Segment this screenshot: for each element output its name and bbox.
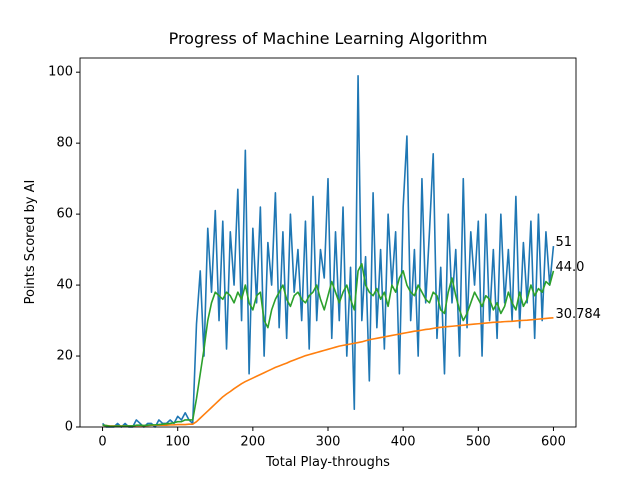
y-tick-label: 60: [56, 207, 73, 222]
chart-title: Progress of Machine Learning Algorithm: [169, 29, 488, 48]
y-tick-label: 40: [56, 278, 73, 293]
x-tick-label: 600: [541, 435, 566, 450]
x-tick-label: 100: [165, 435, 190, 450]
end-label: 30.784: [555, 307, 601, 322]
x-axis-label: Total Play-throughs: [265, 455, 390, 470]
series-line: [101, 74, 555, 428]
x-tick-label: 500: [466, 435, 491, 450]
y-axis-label: Points Scored by AI: [23, 180, 38, 305]
series-line: [102, 262, 555, 428]
y-tick-label: 80: [56, 136, 73, 151]
y-tick-label: 0: [65, 420, 73, 435]
series-line: [102, 316, 554, 427]
x-tick-label: 400: [391, 435, 416, 450]
plot-frame: [79, 57, 577, 428]
x-tick-label: 200: [240, 435, 265, 450]
x-tick-label: 300: [316, 435, 341, 450]
y-tick-label: 20: [56, 349, 73, 364]
end-label: 51: [555, 235, 572, 250]
end-label: 44.0: [555, 260, 584, 275]
x-tick-label: 0: [98, 435, 106, 450]
y-tick-label: 100: [48, 65, 73, 80]
